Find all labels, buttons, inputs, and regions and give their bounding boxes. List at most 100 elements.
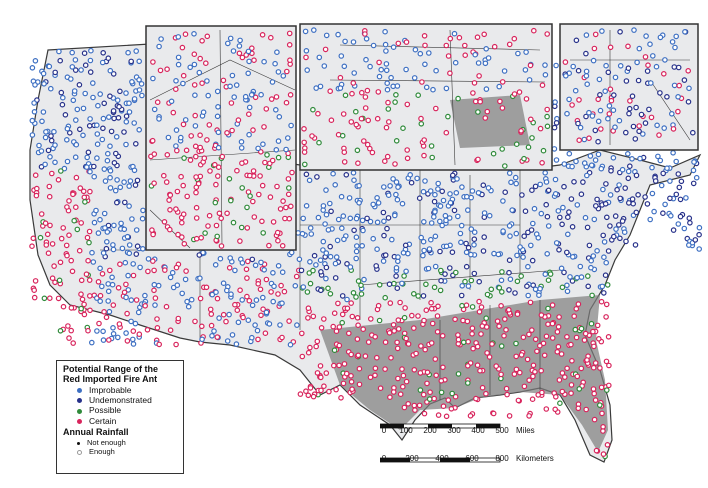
observation-dot [100,250,107,256]
observation-dot [401,314,408,321]
observation-dot [549,320,556,327]
observation-dot [677,196,684,203]
observation-dot [192,92,198,99]
observation-dot [454,176,460,182]
observation-dot [483,45,490,52]
observation-dot [481,210,488,216]
observation-dot [208,311,215,317]
observation-dot [358,291,365,297]
observation-dot [411,75,418,81]
observation-dot [449,390,456,397]
observation-dot [90,259,97,265]
observation-dot [385,119,392,125]
observation-dot [117,261,123,268]
observation-dot [52,142,58,148]
observation-dot [353,243,360,249]
observation-dot [501,163,508,169]
observation-dot [391,280,397,287]
observation-dot [303,47,310,54]
observation-dot [87,116,93,122]
observation-dot [315,110,321,117]
observation-dot [675,64,682,71]
observation-dot [422,346,429,353]
observation-dot [310,27,317,33]
observation-dot [576,97,582,103]
observation-dot [575,120,581,127]
observation-dot [102,178,109,184]
observation-dot [394,196,401,203]
observation-dot [477,98,484,105]
observation-dot [545,187,552,194]
observation-dot [205,223,211,229]
observation-dot [245,317,252,324]
observation-dot [505,306,512,313]
observation-dot [209,291,216,298]
observation-dot [226,264,233,271]
observation-dot [482,60,489,67]
observation-dot [320,238,327,245]
observation-dot [529,135,535,141]
observation-dot [262,159,268,166]
observation-dot [316,54,323,61]
observation-dot [538,312,545,318]
observation-dot [280,73,287,79]
observation-dot [77,185,84,191]
observation-dot [174,147,180,154]
observation-dot [340,380,347,387]
observation-dot [301,126,307,132]
observation-dot [676,184,683,191]
observation-dot [71,217,78,224]
observation-dot [204,137,210,143]
observation-dot [693,174,700,181]
observation-dot [671,64,678,70]
observation-dot [645,62,651,68]
observation-dot [286,215,293,222]
observation-dot [207,306,214,313]
observation-dot [597,365,603,371]
observation-dot [531,205,538,212]
observation-dot [607,192,614,198]
observation-dot [279,269,286,276]
observation-dot [397,299,403,306]
observation-dot [109,281,116,288]
observation-dot [668,111,675,117]
observation-dot [348,351,355,358]
observation-dot [100,337,107,343]
observation-dot [270,219,277,225]
observation-dot [115,284,122,291]
observation-dot [403,335,410,342]
observation-dot [285,176,292,182]
observation-dot [602,201,609,207]
observation-dot [117,184,124,191]
observation-dot [166,197,172,203]
observation-dot [583,73,590,79]
observation-dot [93,207,99,214]
observation-dot [90,80,96,86]
observation-dot [424,369,431,376]
observation-dot [296,256,303,263]
observation-dot [78,67,84,73]
observation-dot [350,39,357,45]
observation-dot [197,132,203,139]
observation-dot [559,370,566,376]
gray-zone [320,295,608,452]
observation-dot [100,328,106,335]
observation-dot [307,385,314,391]
observation-dot [218,243,225,249]
observation-dot [167,327,174,334]
observation-dot [583,172,590,179]
observation-dot [42,134,49,141]
observation-dot [74,226,81,233]
observation-dot [363,56,369,63]
observation-dot [612,124,618,131]
scale-tick: 0 [381,426,387,435]
observation-dot [99,136,106,143]
observation-dot [385,106,392,112]
observation-dot [62,112,69,118]
observation-dot [563,249,570,256]
observation-dot [649,53,656,59]
observation-dot [675,221,682,227]
observation-dot [181,155,187,161]
observation-dot [600,232,607,239]
observation-dot [44,231,51,238]
